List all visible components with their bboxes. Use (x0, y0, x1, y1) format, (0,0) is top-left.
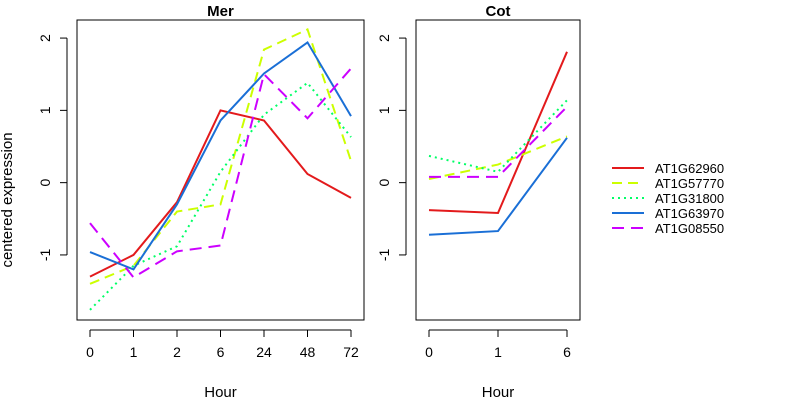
x-tick-label: 72 (343, 344, 359, 360)
legend: AT1G62960AT1G57770AT1G31800AT1G63970AT1G… (612, 161, 724, 236)
series-line-at1g31800 (89, 81, 352, 311)
legend-item: AT1G62960 (612, 161, 724, 176)
legend-item: AT1G08550 (612, 221, 724, 236)
y-axis-label: centered expression (0, 132, 16, 267)
y-tick-label: 1 (376, 106, 392, 114)
series-line-at1g57770 (89, 28, 352, 285)
x-tick-label: 6 (563, 344, 571, 360)
panel-title: Cot (486, 3, 511, 20)
x-tick-label: 1 (130, 344, 138, 360)
series-line-at1g63970 (89, 40, 352, 271)
x-axis-label: Hour (204, 384, 237, 400)
y-tick-label: 2 (37, 34, 53, 42)
legend-label: AT1G08550 (655, 221, 724, 236)
x-tick-label: 0 (86, 344, 94, 360)
panel-cot: Cot 0 1 6 Hour -1 0 1 2 (376, 3, 581, 400)
legend-label: AT1G63970 (655, 206, 724, 221)
legend-label: AT1G57770 (655, 176, 724, 191)
legend-item: AT1G31800 (612, 191, 724, 206)
x-tick-label: 0 (425, 344, 433, 360)
legend-item: AT1G63970 (612, 206, 724, 221)
y-tick-label: 0 (37, 179, 53, 187)
legend-label: AT1G62960 (655, 161, 724, 176)
y-tick-label: 2 (376, 34, 392, 42)
y-tick-label: 1 (37, 106, 53, 114)
x-tick-label: 24 (256, 344, 272, 360)
series-line-at1g62960 (89, 109, 352, 278)
x-tick-label: 6 (217, 344, 225, 360)
x-tick-label: 1 (494, 344, 502, 360)
panel-mer: Mer 0 1 2 6 24 48 72 Hour -1 0 1 2 (37, 3, 365, 400)
plot-frame (76, 19, 365, 321)
series-line-at1g08550 (89, 67, 352, 279)
y-tick-label: -1 (376, 249, 392, 262)
x-tick-label: 2 (173, 344, 181, 360)
legend-label: AT1G31800 (655, 191, 724, 206)
x-tick-label: 48 (300, 344, 316, 360)
y-tick-label: -1 (37, 249, 53, 262)
x-axis-label: Hour (482, 384, 515, 400)
panel-title: Mer (207, 3, 234, 20)
chart-panels: Mer 0 1 2 6 24 48 72 Hour -1 0 1 2 Cot 0 1 6 Hour -1 0 1 2 (37, 3, 581, 400)
series-line-at1g63970 (428, 137, 568, 236)
series-line-at1g31800 (428, 99, 568, 173)
legend-item: AT1G57770 (612, 176, 724, 191)
series-line-at1g57770 (428, 135, 568, 181)
y-tick-label: 0 (376, 179, 392, 187)
series-line-at1g62960 (428, 51, 568, 215)
plot-frame (415, 19, 581, 321)
